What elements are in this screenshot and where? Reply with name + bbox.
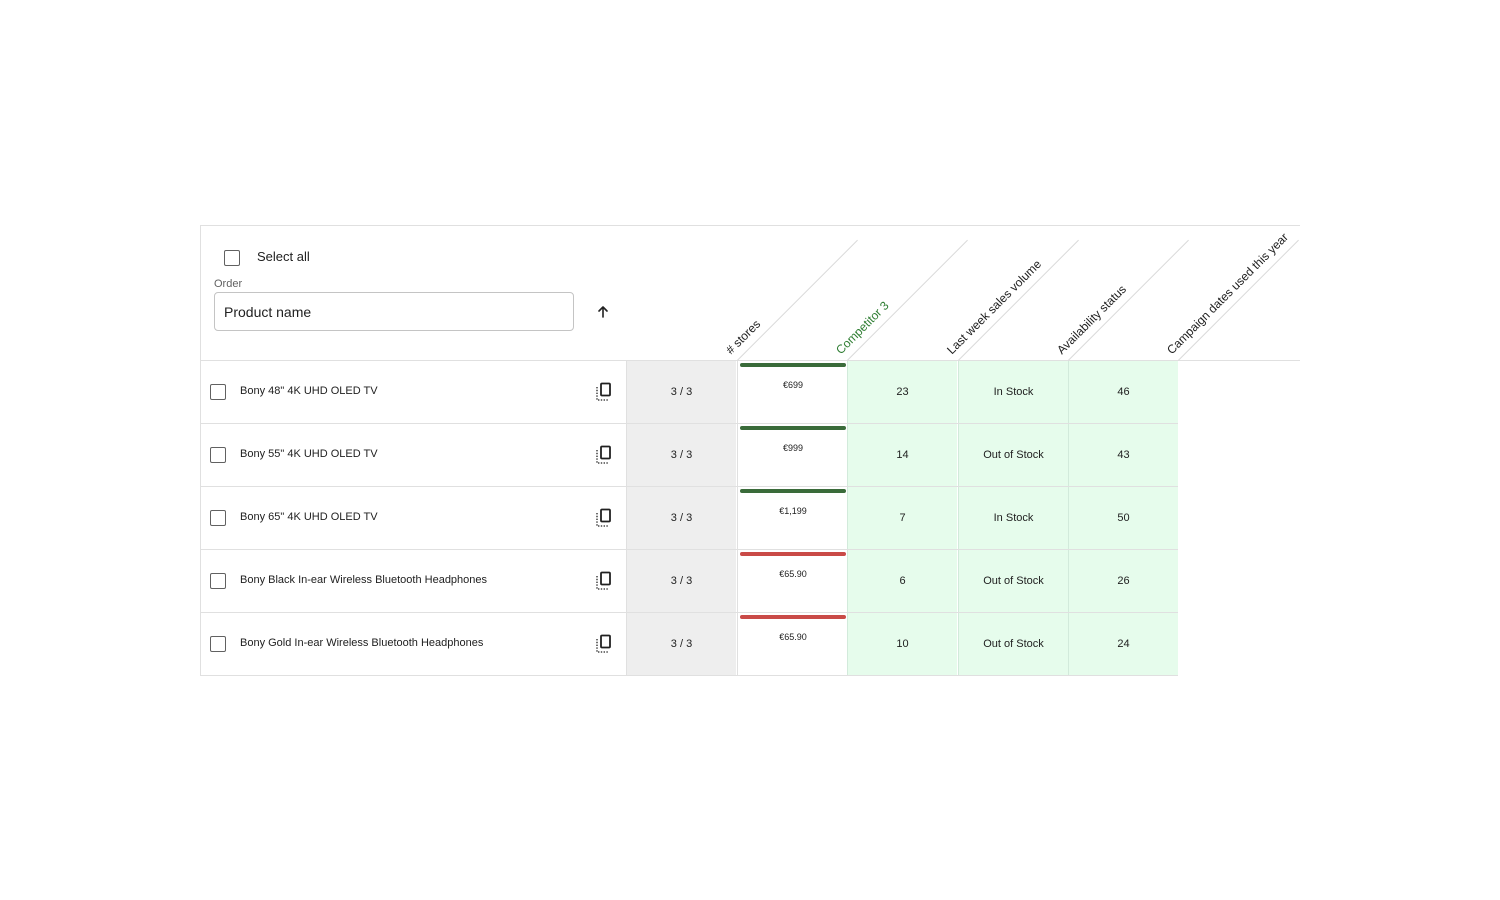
row-divider	[200, 486, 1178, 487]
sales-volume-cell: 10	[847, 613, 957, 676]
row-checkbox[interactable]	[210, 510, 226, 526]
order-label: Order	[214, 278, 243, 290]
copy-icon[interactable]	[595, 382, 613, 402]
col-header-sales-volume: Last week sales volume	[944, 257, 1045, 357]
price-status-bar	[740, 615, 846, 619]
row-divider	[200, 423, 1178, 424]
header-divider	[1178, 239, 1299, 361]
competitor-price: €65.90	[779, 569, 807, 579]
table-row: Bony 55" 4K UHD OLED TV 3 / 3 €999 14 Out of…	[200, 424, 1178, 487]
competitor-price-cell: €999	[737, 424, 847, 487]
copy-icon[interactable]	[595, 634, 613, 654]
table-row: Bony 65" 4K UHD OLED TV 3 / 3 €1,199 7 In St…	[200, 487, 1178, 550]
copy-icon[interactable]	[595, 445, 613, 465]
stores-cell: 3 / 3	[626, 613, 736, 676]
col-header-stores: # stores	[723, 316, 764, 357]
availability-cell: Out of Stock	[958, 613, 1068, 676]
select-all-label: Select all	[257, 249, 310, 264]
row-checkbox[interactable]	[210, 384, 226, 400]
campaign-dates-cell: 50	[1068, 487, 1178, 550]
row-checkbox[interactable]	[210, 636, 226, 652]
availability-cell: Out of Stock	[958, 424, 1068, 487]
stores-cell: 3 / 3	[626, 487, 736, 550]
row-checkbox[interactable]	[210, 447, 226, 463]
divider	[200, 225, 201, 675]
price-status-bar	[740, 552, 846, 556]
product-name: Bony Black In-ear Wireless Bluetooth Hea…	[240, 574, 488, 586]
competitor-price: €1,199	[779, 506, 807, 516]
row-divider	[200, 675, 1178, 676]
order-select[interactable]: Product name	[214, 292, 574, 331]
col-header-availability: Availability status	[1054, 282, 1129, 357]
price-status-bar	[740, 363, 846, 367]
product-name: Bony 55" 4K UHD OLED TV	[240, 448, 378, 460]
copy-icon[interactable]	[595, 508, 613, 528]
stores-cell: 3 / 3	[626, 424, 736, 487]
product-name: Bony 65" 4K UHD OLED TV	[240, 511, 378, 523]
col-header-competitor: Competitor 3	[833, 298, 892, 357]
table-row: Bony Black In-ear Wireless Bluetooth Hea…	[200, 550, 1178, 613]
col-header-campaign-dates: Campaign dates used this year	[1164, 230, 1291, 357]
row-divider	[200, 612, 1178, 613]
product-name: Bony Gold In-ear Wireless Bluetooth Head…	[240, 637, 484, 649]
sales-volume-cell: 7	[847, 487, 957, 550]
sales-volume-cell: 6	[847, 550, 957, 613]
table-row: Bony Gold In-ear Wireless Bluetooth Head…	[200, 613, 1178, 676]
availability-cell: Out of Stock	[958, 550, 1068, 613]
competitor-price-cell: €65.90	[737, 550, 847, 613]
price-status-bar	[740, 489, 846, 493]
campaign-dates-cell: 24	[1068, 613, 1178, 676]
table-row: Bony 48" 4K UHD OLED TV 3 / 3 €699 23 In Sto…	[200, 361, 1178, 424]
divider	[200, 225, 1300, 226]
sort-ascending-icon[interactable]	[596, 305, 610, 319]
product-comparison-panel: Select all Order Product name # stores Co…	[200, 225, 1300, 676]
row-divider	[200, 549, 1178, 550]
product-name: Bony 48" 4K UHD OLED TV	[240, 385, 378, 397]
divider	[200, 360, 1300, 361]
select-all-checkbox[interactable]	[224, 250, 240, 266]
campaign-dates-cell: 46	[1068, 361, 1178, 424]
competitor-price-cell: €1,199	[737, 487, 847, 550]
competitor-price-cell: €699	[737, 361, 847, 424]
campaign-dates-cell: 26	[1068, 550, 1178, 613]
campaign-dates-cell: 43	[1068, 424, 1178, 487]
competitor-price: €65.90	[779, 632, 807, 642]
sales-volume-cell: 14	[847, 424, 957, 487]
competitor-price: €999	[782, 443, 804, 453]
stores-cell: 3 / 3	[626, 361, 736, 424]
price-status-bar	[740, 426, 846, 430]
availability-cell: In Stock	[958, 487, 1068, 550]
copy-icon[interactable]	[595, 571, 613, 591]
stores-cell: 3 / 3	[626, 550, 736, 613]
sales-volume-cell: 23	[847, 361, 957, 424]
competitor-price: €699	[782, 380, 804, 390]
row-checkbox[interactable]	[210, 573, 226, 589]
competitor-price-cell: €65.90	[737, 613, 847, 676]
availability-cell: In Stock	[958, 361, 1068, 424]
